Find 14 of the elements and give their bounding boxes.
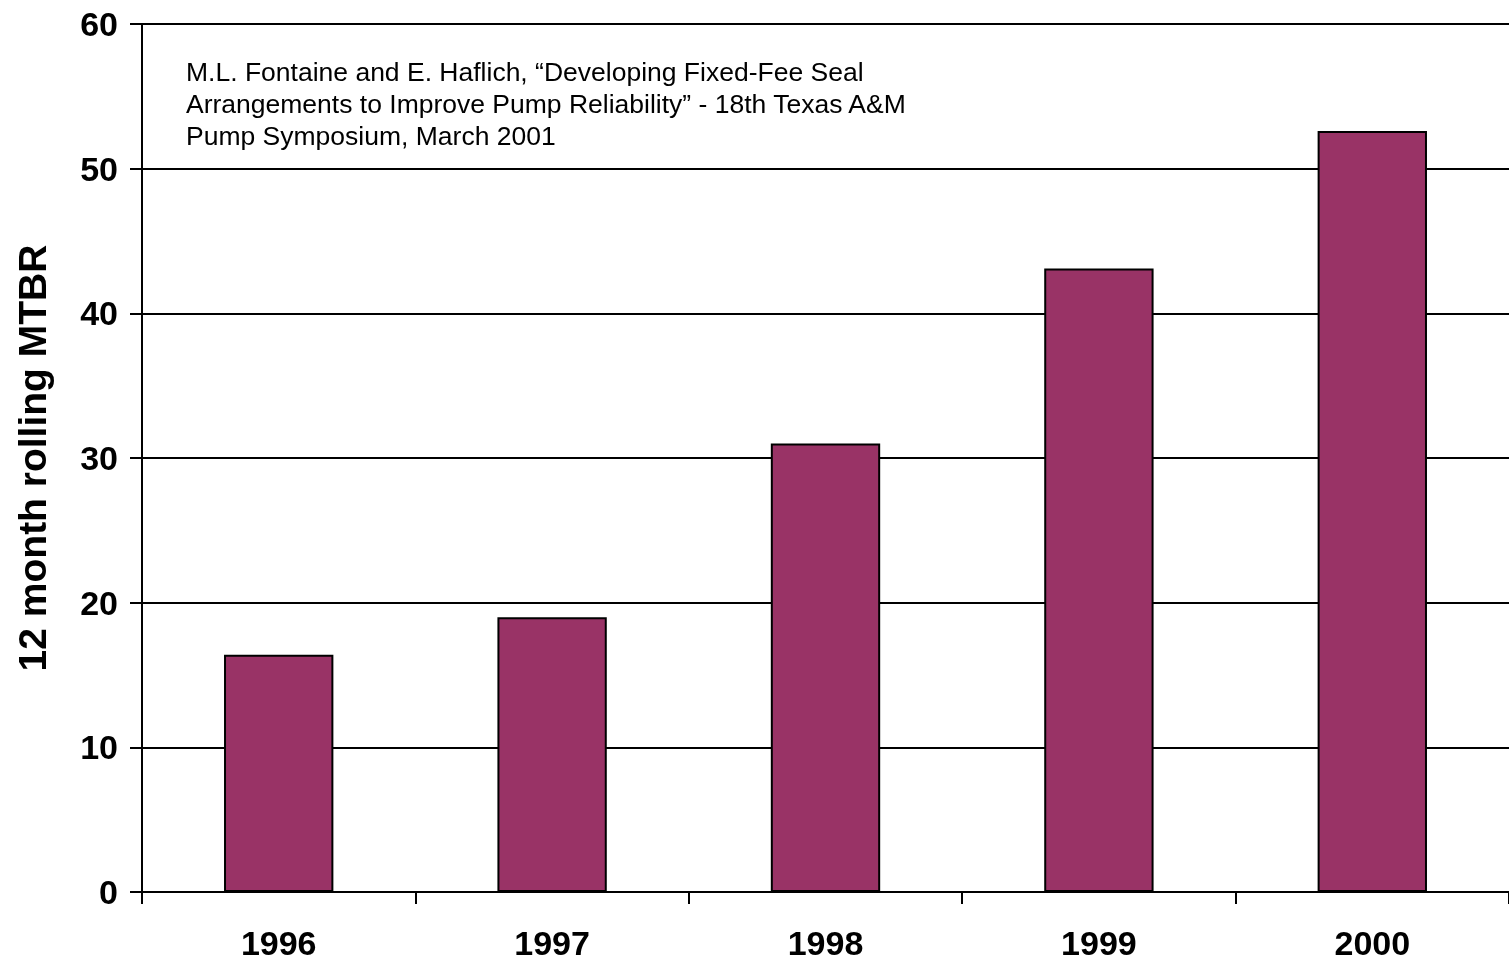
x-tick-label: 1997 [514,924,590,962]
annotation: M.L. Fontaine and E. Haflich, “Developing Fixed-Fee Seal Arrangements to Improve Pump Reliability” - 18th Texas A&M Pump Symposium, March 2001 [186,57,906,151]
y-tick-label: 50 [80,149,118,188]
y-tick-label: 30 [80,439,118,477]
y-tick-label: 20 [80,583,118,622]
y-axis-title: 12 month rolling MTBR [11,244,54,672]
x-tick-label: 1996 [240,924,317,962]
y-tick-label: 10 [80,728,118,767]
x-tick-label: 1998 [787,924,864,962]
x-tick-label: 2000 [1334,924,1411,962]
y-tick-label: 0 [99,873,118,911]
y-tick-label: 40 [80,294,118,333]
y-tick-label: 60 [80,5,118,43]
x-tick-label: 1999 [1061,924,1137,962]
